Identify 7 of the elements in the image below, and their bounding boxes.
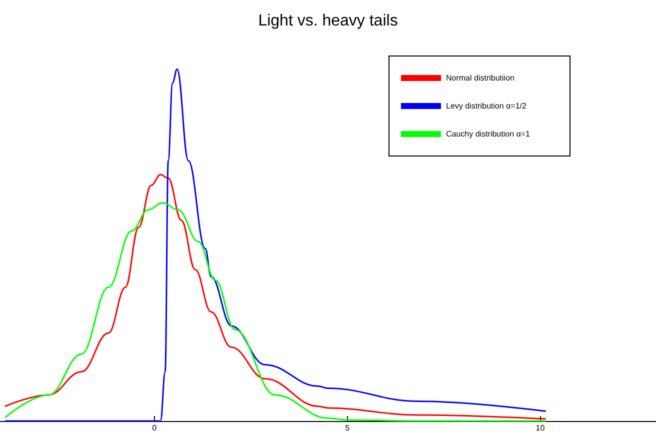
x-tick-label: 10 xyxy=(536,424,546,432)
x-tick-label: 0 xyxy=(152,424,158,432)
legend-label: Cauchy distribution α=1 xyxy=(446,130,531,138)
chart-title: Light vs. heavy tails xyxy=(258,12,398,30)
x-tick-label: 5 xyxy=(345,424,350,432)
legend-label: Levy distribution α=1/2 xyxy=(446,102,527,110)
legend-label: Normal distributiion xyxy=(446,74,514,82)
